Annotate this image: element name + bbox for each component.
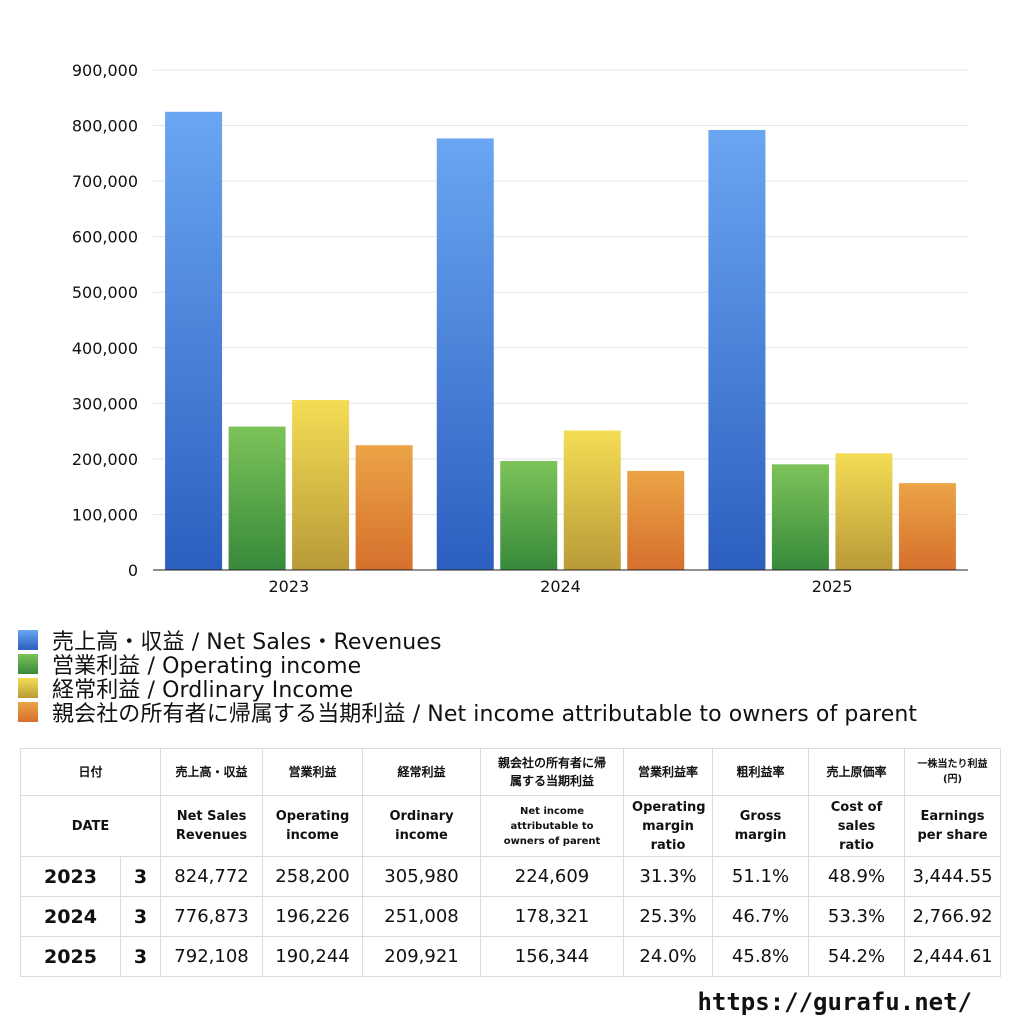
- cell-ordinary: 251,008: [362, 896, 482, 937]
- cell-gross-margin: 46.7%: [712, 896, 810, 937]
- header-op-margin-ja: 営業利益率: [623, 748, 714, 796]
- table-row: 2025 3 792,108 190,244 209,921 156,344 2…: [20, 936, 1002, 977]
- header-operating-en: Operating income: [262, 795, 364, 857]
- x-axis-ticks: 2023 2024 2025: [268, 577, 852, 596]
- cell-sales: 776,873: [160, 896, 264, 937]
- y-tick-label: 400,000: [72, 339, 138, 358]
- table-row: 2023 3 824,772 258,200 305,980 224,609 3…: [20, 856, 1002, 897]
- bar-2023-series-2: [292, 400, 350, 570]
- bar-2023-series-1: [228, 426, 286, 570]
- cell-cost-ratio: 48.9%: [808, 856, 906, 897]
- bar-2023-series-0: [165, 111, 223, 570]
- y-tick-label: 900,000: [72, 61, 138, 80]
- cell-eps: 3,444.55: [904, 856, 1002, 897]
- header-operating-ja: 営業利益: [262, 748, 364, 796]
- legend-label-operating-income: 営業利益 / Operating income: [52, 654, 362, 679]
- chart-bars: [165, 111, 956, 571]
- cell-op-margin: 31.3%: [623, 856, 714, 897]
- cell-year: 2023: [20, 856, 121, 897]
- bar-chart: 0 100,000 200,000 300,000 400,000 500,000 600,…: [72, 61, 968, 596]
- bar-2024-series-0: [436, 138, 494, 571]
- header-op-margin-en: Operating margin ratio: [623, 795, 714, 857]
- table-row: 2024 3 776,873 196,226 251,008 178,321 2…: [20, 896, 1002, 937]
- table-header-ja: 日付 売上高・収益 営業利益 経常利益 親会社の所有者に帰属する当期利益 営業利…: [19, 748, 1002, 796]
- header-sales-ja: 売上高・収益: [160, 748, 264, 796]
- header-gross-margin-ja: 粗利益率: [712, 748, 810, 796]
- x-tick-label: 2023: [268, 577, 309, 596]
- cell-cost-ratio: 54.2%: [808, 936, 906, 977]
- header-eps-en: Earnings per share: [904, 795, 1002, 857]
- cell-cost-ratio: 53.3%: [808, 896, 906, 937]
- bar-2024-series-3: [627, 470, 685, 570]
- cell-month: 3: [119, 856, 162, 897]
- cell-ordinary: 209,921: [362, 936, 482, 977]
- cell-operating: 190,244: [262, 936, 364, 977]
- cell-net-income: 178,321: [480, 896, 625, 937]
- legend-item-ordinary-income: 経常利益 / Ordlinary Income: [18, 676, 917, 703]
- header-gross-margin-en: Gross margin: [712, 795, 810, 857]
- legend-item-operating-income: 営業利益 / Operating income: [18, 652, 917, 679]
- source-url[interactable]: https://gurafu.net/: [697, 988, 972, 1016]
- legend-item-net-sales: 売上高・収益 / Net Sales・Revenues: [18, 628, 917, 655]
- cell-sales: 824,772: [160, 856, 264, 897]
- table-header-en: DATE Net Sales Revenues Operating income…: [19, 795, 1002, 857]
- header-net-income-en: Net income attributable to owners of par…: [480, 795, 625, 857]
- legend-item-net-income: 親会社の所有者に帰属する当期利益 / Net income attributab…: [18, 700, 917, 727]
- bar-2025-series-3: [898, 483, 956, 570]
- y-tick-label: 800,000: [72, 117, 138, 136]
- cell-year: 2024: [20, 896, 121, 937]
- header-date-ja: 日付: [19, 748, 162, 796]
- legend-swatch-operating-income: [18, 654, 38, 674]
- cell-year: 2025: [20, 936, 121, 977]
- y-tick-label: 300,000: [72, 394, 138, 413]
- bar-2024-series-2: [563, 430, 621, 570]
- bar-2025-series-1: [771, 464, 829, 570]
- cell-month: 3: [119, 896, 162, 937]
- cell-month: 3: [119, 936, 162, 977]
- cell-sales: 792,108: [160, 936, 264, 977]
- header-cost-ratio-ja: 売上原価率: [808, 748, 906, 796]
- y-axis-ticks: 0 100,000 200,000 300,000 400,000 500,000 600,…: [72, 61, 138, 580]
- cell-eps: 2,766.92: [904, 896, 1002, 937]
- cell-net-income: 224,609: [480, 856, 625, 897]
- cell-operating: 196,226: [262, 896, 364, 937]
- x-tick-label: 2024: [540, 577, 581, 596]
- cell-operating: 258,200: [262, 856, 364, 897]
- cell-op-margin: 25.3%: [623, 896, 714, 937]
- header-ordinary-en: Ordinary income: [362, 795, 482, 857]
- legend-swatch-ordinary-income: [18, 678, 38, 698]
- x-tick-label: 2025: [812, 577, 853, 596]
- y-tick-label: 200,000: [72, 450, 138, 469]
- y-tick-label: 0: [128, 561, 138, 580]
- header-net-income-ja: 親会社の所有者に帰属する当期利益: [480, 748, 625, 796]
- chart-legend: 売上高・収益 / Net Sales・Revenues 営業利益 / Opera…: [18, 628, 917, 727]
- y-tick-label: 700,000: [72, 172, 138, 191]
- cell-ordinary: 305,980: [362, 856, 482, 897]
- cell-gross-margin: 45.8%: [712, 936, 810, 977]
- bar-2025-series-2: [835, 453, 893, 570]
- financial-table: 日付 売上高・収益 営業利益 経常利益 親会社の所有者に帰属する当期利益 営業利…: [19, 748, 1002, 977]
- bar-2023-series-3: [355, 445, 413, 570]
- legend-label-ordinary-income: 経常利益 / Ordlinary Income: [52, 678, 354, 703]
- header-ordinary-ja: 経常利益: [362, 748, 482, 796]
- cell-op-margin: 24.0%: [623, 936, 714, 977]
- header-date-en: DATE: [19, 795, 162, 857]
- header-eps-ja: 一株当たり利益(円): [904, 748, 1002, 796]
- bar-2024-series-1: [500, 460, 558, 570]
- y-tick-label: 100,000: [72, 505, 138, 524]
- chart-gridlines: [153, 69, 968, 515]
- bar-2025-series-0: [708, 129, 766, 570]
- legend-swatch-net-sales: [18, 630, 38, 650]
- legend-swatch-net-income: [18, 702, 38, 722]
- y-tick-label: 600,000: [72, 228, 138, 247]
- legend-label-net-income: 親会社の所有者に帰属する当期利益 / Net income attributab…: [52, 702, 918, 727]
- legend-label-net-sales: 売上高・収益 / Net Sales・Revenues: [52, 630, 442, 655]
- y-tick-label: 500,000: [72, 283, 138, 302]
- header-cost-ratio-en: Cost of sales ratio: [808, 795, 906, 857]
- cell-eps: 2,444.61: [904, 936, 1002, 977]
- header-sales-en: Net Sales Revenues: [160, 795, 264, 857]
- cell-gross-margin: 51.1%: [712, 856, 810, 897]
- cell-net-income: 156,344: [480, 936, 625, 977]
